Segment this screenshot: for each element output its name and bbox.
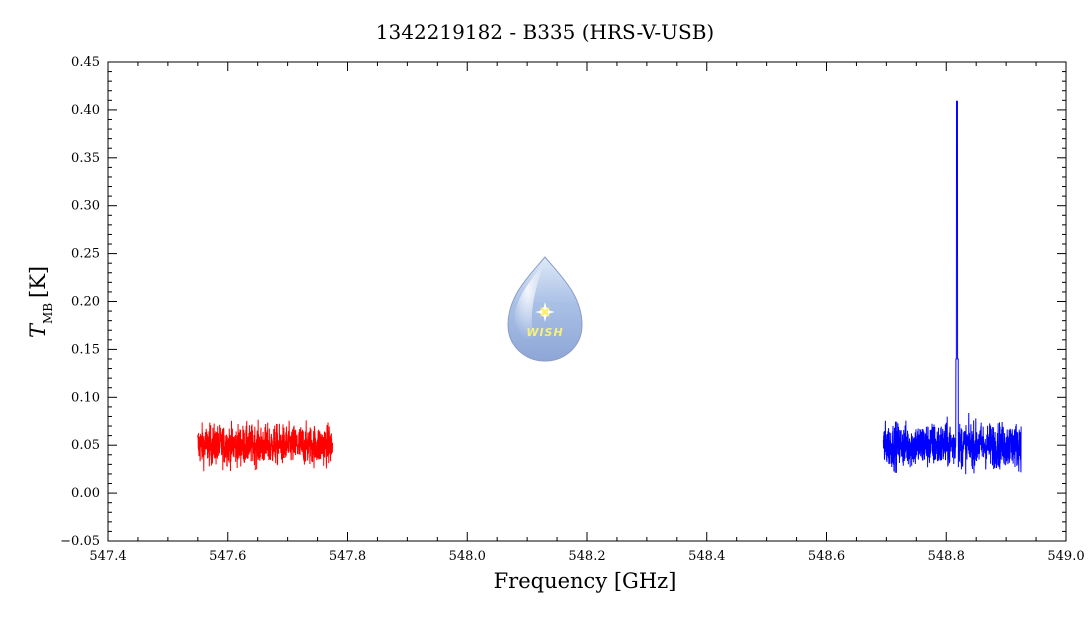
x-tick-label: 549.0 — [1047, 549, 1084, 564]
y-axis-title: T MB [K] — [26, 266, 55, 338]
x-axis-title: Frequency [GHz] — [494, 569, 677, 593]
y-tick-label: 0.25 — [71, 247, 100, 262]
star-icon — [535, 302, 555, 322]
x-tick-label: 547.6 — [209, 549, 246, 564]
wish-logo: WISH — [507, 256, 583, 362]
x-tick-label: 548.2 — [568, 549, 605, 564]
x-tick-label: 548.8 — [928, 549, 965, 564]
y-tick-label: 0.15 — [71, 342, 100, 357]
y-tick-label: 0.30 — [71, 199, 100, 214]
series-layer — [197, 100, 1022, 475]
y-tick-label: 0.05 — [71, 438, 100, 453]
y-tick-label: 0.10 — [71, 390, 100, 405]
y-axis-title-unit: [K] — [26, 266, 50, 298]
y-tick-label: 0.20 — [71, 295, 100, 310]
y-axis-ticks: −0.05 0.00 0.05 0.10 0.15 0.20 0.25 0.30 0.35 0.4… — [60, 55, 1066, 549]
x-tick-label: 547.8 — [329, 549, 366, 564]
spectrum-series-1 — [197, 419, 334, 472]
x-axis-ticks: 547.4 547.6 547.8 548.0 548.2 548.4 548.6 548.8… — [89, 62, 1085, 564]
wish-logo-text: WISH — [526, 326, 563, 339]
y-tick-label: 0.45 — [71, 55, 100, 70]
x-tick-label: 548.6 — [808, 549, 845, 564]
plot-border — [107, 61, 1067, 542]
y-tick-label: 0.00 — [71, 486, 100, 501]
y-tick-label: 0.35 — [71, 151, 100, 166]
y-tick-label: −0.05 — [60, 534, 100, 549]
plot-frame — [107, 61, 1067, 542]
x-tick-label: 548.4 — [688, 549, 725, 564]
spectrum-series-2 — [882, 100, 1022, 475]
y-axis-title-subscript: MB — [41, 303, 55, 324]
x-tick-label: 548.0 — [449, 549, 486, 564]
y-axis-title-symbol: T — [26, 322, 50, 338]
chart-title: 1342219182 - B335 (HRS-V-USB) — [376, 20, 714, 44]
x-tick-label: 547.4 — [89, 549, 126, 564]
y-tick-label: 0.40 — [71, 103, 100, 118]
